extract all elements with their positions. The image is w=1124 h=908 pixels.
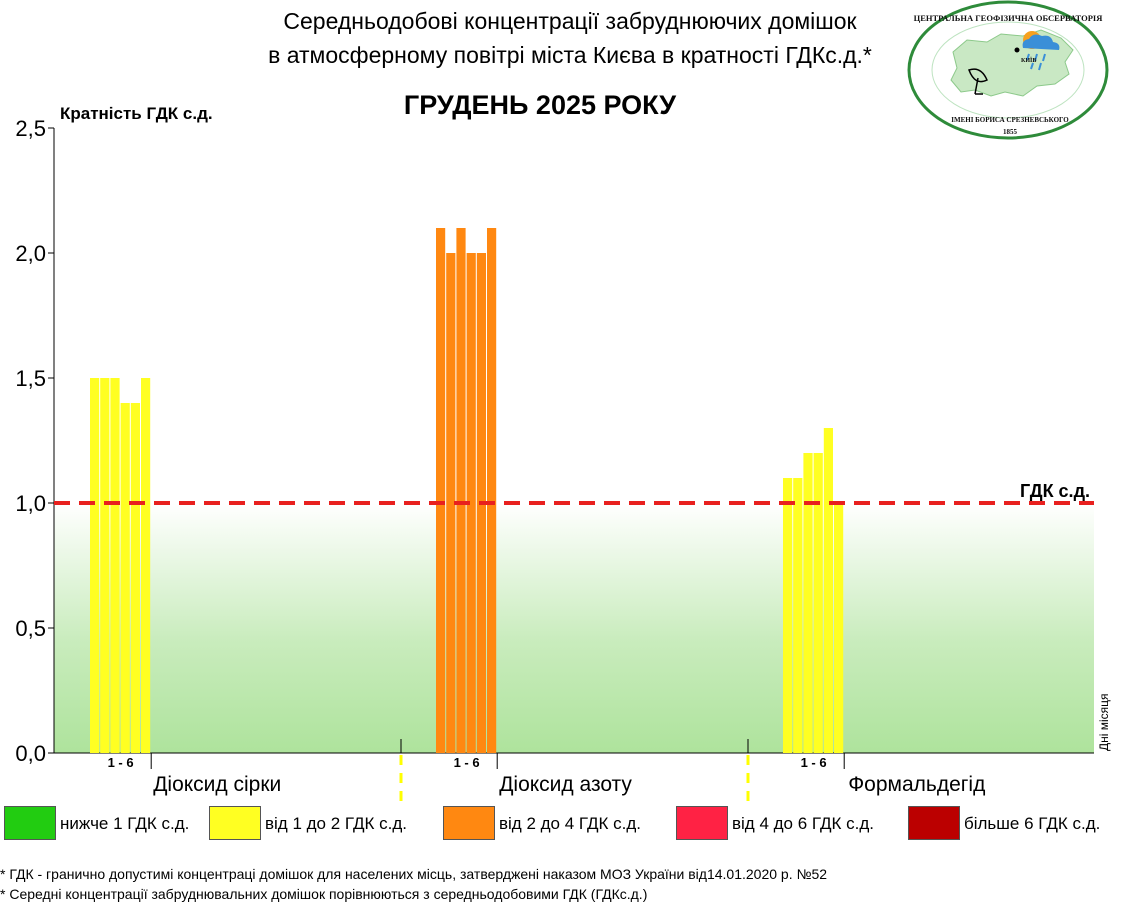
legend-label: нижче 1 ГДК с.д. [60,814,190,833]
legend-swatch [676,806,728,840]
y-tick-label: 2,0 [15,241,46,266]
bar [456,228,466,753]
observatory-logo: ЦЕНТРАЛЬНА ГЕОФІЗИЧНА ОБСЕРВАТОРІЯ КИЇВ … [907,0,1109,140]
bar [487,228,497,753]
y-tick-label: 1,5 [15,366,46,391]
chart-title-line-2: в атмосферному повітрі міста Києва в кра… [268,42,872,68]
bar [436,228,446,753]
y-tick-label: 2,5 [15,116,46,141]
x-axis-label: Дні місяця [1097,693,1111,751]
bar [130,403,140,753]
chart-title-line-1: Середньодобові концентрації забруднюючих… [283,8,857,34]
bar [813,453,823,753]
legend-label: від 1 до 2 ГДК с.д. [265,814,407,833]
x-days-label: 1 - 6 [108,755,134,770]
footnote-2: * Середні концентрації забруднювальних д… [0,886,648,902]
bar [803,453,813,753]
bar [446,253,456,753]
legend-swatch [4,806,56,840]
legend-label: від 2 до 4 ГДК с.д. [499,814,641,833]
x-days-label: 1 - 6 [454,755,480,770]
footnote-1: * ГДК - гранично допустимі концентраці д… [0,866,828,882]
bar [90,378,100,753]
x-days-label: 1 - 6 [801,755,827,770]
bar-chart: 0,0 0,5 1,0 1,5 2,0 2,5 1 - 6 Діоксид сірки 1 - … [15,116,1111,804]
bar [141,378,151,753]
chart-subtitle: ГРУДЕНЬ 2025 РОКУ [403,90,677,120]
bar [793,478,803,753]
x-group-label: Діоксид сірки [153,773,281,796]
bar [120,403,130,753]
threshold-label: ГДК с.д. [1020,481,1090,501]
bar [100,378,110,753]
bar [823,428,833,753]
bar [834,503,844,753]
legend-swatch [209,806,261,840]
x-group-label: Формальдегід [848,773,985,796]
bar [783,478,793,753]
legend-swatch [443,806,495,840]
y-axis-label: Кратність ГДК с.д. [60,104,213,123]
logo-year: 1855 [1003,128,1018,136]
legend-swatch [908,806,960,840]
x-group-label: Діоксид азоту [499,773,632,796]
logo-text-bottom: ІМЕНІ БОРИСА СРЕЗНЕВСЬКОГО [951,116,1069,124]
y-tick-label: 1,0 [15,491,46,516]
bar [110,378,120,753]
legend-label: від 4 до 6 ГДК с.д. [732,814,874,833]
y-tick-label: 0,0 [15,741,46,766]
legend-label: більше 6 ГДК с.д. [964,814,1101,833]
logo-text-top: ЦЕНТРАЛЬНА ГЕОФІЗИЧНА ОБСЕРВАТОРІЯ [914,13,1103,23]
y-tick-label: 0,5 [15,616,46,641]
logo-city: КИЇВ [1021,57,1036,64]
safe-zone-background [54,503,1094,753]
bar [466,253,476,753]
